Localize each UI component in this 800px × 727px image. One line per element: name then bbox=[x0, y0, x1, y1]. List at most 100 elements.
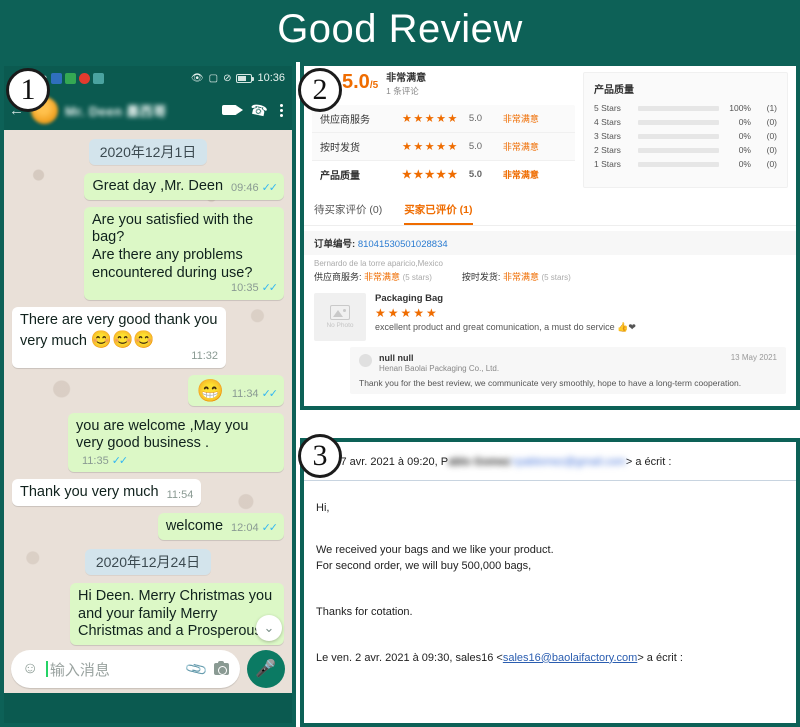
message-time: 12:04 bbox=[231, 522, 259, 535]
metric-name: 产品质量 bbox=[320, 171, 360, 182]
histogram-label: 2 Stars bbox=[594, 145, 621, 155]
order-number-label: 订单编号: bbox=[314, 239, 356, 250]
metric-value: 5.0 bbox=[468, 141, 483, 152]
rating-metric-row: 按时发货 ★★★★★ 5.0 非常满意 bbox=[312, 132, 575, 160]
histogram-track bbox=[638, 147, 719, 153]
overall-score-labels: 非常满意 1 条评论 bbox=[386, 72, 426, 97]
chat-bubble: Are you satisfied with the bag? Are ther… bbox=[84, 206, 284, 300]
supplier-company: Henan Baolai Packaging Co., Ltd. bbox=[379, 364, 500, 373]
histogram-percent: 100% bbox=[729, 103, 751, 113]
tab-pending-reviews[interactable]: 待买家评价 (0) bbox=[314, 204, 383, 216]
star-rating-icon: ★★★★★ bbox=[402, 141, 459, 153]
battery-icon bbox=[236, 73, 255, 83]
phone-call-icon[interactable]: ☎ bbox=[248, 99, 269, 120]
chat-messages: 2020年12月1日 Great day ,Mr. Deen 09:46 ✓✓ … bbox=[12, 137, 284, 645]
review-summary: 5.0/5 非常满意 1 条评论 供应商服务 ★★★★★ 5.0 非常满意 bbox=[304, 66, 796, 192]
histogram-row: 3 Stars 0% (0) bbox=[594, 131, 777, 141]
message-text: you are welcome ,May you very good busin… bbox=[76, 417, 249, 452]
rating-metric-row: 产品质量 ★★★★★ 5.0 非常满意 bbox=[312, 160, 575, 188]
email-thanks: Thanks for cotation. bbox=[316, 605, 413, 618]
app-icon-4 bbox=[92, 72, 104, 84]
chat-bubble: welcome 12:04 ✓✓ bbox=[157, 513, 284, 540]
attachment-icon[interactable]: 📎 bbox=[184, 657, 210, 682]
chat-bubble: There are very good thank you very much … bbox=[12, 306, 226, 368]
message-text: Hi Deen. Merry Christmas you and your fa… bbox=[78, 587, 273, 640]
smiling-face-emoji: 😊😊😊 bbox=[90, 329, 155, 349]
step-badge-2: 2 bbox=[298, 68, 342, 112]
overflow-menu-icon[interactable] bbox=[280, 103, 283, 117]
tab-completed-reviews[interactable]: 买家已评价 (1) bbox=[404, 202, 473, 225]
histogram-track bbox=[638, 161, 719, 167]
rating-metrics: 供应商服务 ★★★★★ 5.0 非常满意 按时发货 ★★★★★ 5.0 非常满意… bbox=[312, 105, 575, 188]
star-rating-icon: ★★★★★ bbox=[402, 169, 459, 181]
histogram-percent: 0% bbox=[738, 117, 751, 127]
email-quote-prefix: mer. 7 avr. 2021 à 09:20, P bbox=[316, 456, 449, 468]
date-separator: 2020年12月24日 bbox=[84, 548, 212, 575]
reviewed-product: No Photo Packaging Bag ★★★★★ excellent p… bbox=[304, 289, 796, 341]
histogram-row: 2 Stars 0% (0) bbox=[594, 145, 777, 155]
chat-thread[interactable]: 2020年12月1日 Great day ,Mr. Deen 09:46 ✓✓ … bbox=[4, 130, 292, 693]
star-rating-icon: ★★★★★ bbox=[402, 113, 459, 125]
sub-rating-note: (5 stars) bbox=[402, 273, 432, 282]
histogram-label: 5 Stars bbox=[594, 103, 621, 113]
message-meta: 11:54 bbox=[167, 489, 194, 502]
metric-tag: 非常满意 bbox=[502, 142, 539, 152]
supplier-avatar bbox=[359, 354, 372, 367]
overall-score-value: 5.0 bbox=[342, 71, 370, 93]
message-input-placeholder: 输入消息 bbox=[49, 661, 110, 679]
email-quote-suffix: > a écrit : bbox=[625, 456, 672, 468]
histogram-percent: 0% bbox=[738, 159, 751, 169]
scroll-to-bottom-icon[interactable]: ⌄ bbox=[256, 615, 282, 641]
message-input[interactable]: 输入消息 bbox=[46, 659, 179, 680]
rating-histogram: 产品质量 5 Stars 100% (1) 4 Stars 0% (0) 3 S… bbox=[583, 72, 788, 188]
email-sender-name: ablo Gomez bbox=[448, 456, 511, 468]
histogram-track bbox=[638, 119, 719, 125]
emoji-icon[interactable]: ☺ bbox=[22, 660, 39, 677]
voice-record-button[interactable]: 🎤 bbox=[247, 650, 285, 688]
message-text: Great day ,Mr. Deen bbox=[92, 178, 224, 194]
date-separator: 2020年12月1日 bbox=[88, 139, 208, 165]
contact-name[interactable]: Mr. Deen 墨西哥 bbox=[65, 103, 167, 119]
message-meta: 11:34 ✓✓ bbox=[232, 388, 278, 401]
composer-input-box[interactable]: ☺ 输入消息 📎 bbox=[11, 650, 240, 688]
histogram-row: 1 Stars 0% (0) bbox=[594, 159, 777, 169]
histogram-percent: 0% bbox=[738, 145, 751, 155]
supplier-identity: null null Henan Baolai Packaging Co., Lt… bbox=[379, 353, 499, 373]
email-line-2: For second order, we will buy 500,000 ba… bbox=[316, 559, 532, 572]
message-meta: 11:35 ✓✓ bbox=[82, 455, 128, 468]
app-icon-3 bbox=[78, 72, 90, 84]
message-text: There are very good thank you very much bbox=[20, 311, 218, 349]
histogram-label: 1 Stars bbox=[594, 159, 621, 169]
content-stage: ◓ 👁 ▢ ⊘ 10:36 ← Mr. Deen 墨西哥 ☎ bbox=[0, 62, 800, 727]
chat-bubble: you are welcome ,May you very good busin… bbox=[68, 412, 284, 473]
camera-icon[interactable] bbox=[214, 661, 229, 675]
email-link[interactable]: sales16@baolaifactory.com bbox=[502, 651, 638, 664]
overall-score: 5.0/5 bbox=[342, 72, 378, 92]
message-text: Are you satisfied with the bag? Are ther… bbox=[92, 211, 254, 281]
buyer-name: Bernardo de la torre aparicio,Mexico bbox=[314, 259, 443, 268]
product-name[interactable]: Packaging Bag bbox=[375, 293, 444, 304]
phone-status-bar: ◓ 👁 ▢ ⊘ 10:36 bbox=[4, 66, 292, 90]
email-sender-address[interactable]: <pablomez@gmail.com bbox=[510, 456, 626, 468]
sub-rating-key: 按时发货: bbox=[461, 272, 501, 282]
order-number-bar: 订单编号: 81041530501028834 bbox=[304, 231, 796, 255]
chat-bubble: Great day ,Mr. Deen 09:46 ✓✓ bbox=[84, 173, 284, 200]
email-greeting: Hi, bbox=[316, 502, 330, 514]
review-summary-left: 5.0/5 非常满意 1 条评论 供应商服务 ★★★★★ 5.0 非常满意 bbox=[312, 72, 575, 188]
order-number-value[interactable]: 81041530501028834 bbox=[357, 239, 448, 250]
step-badge-1: 1 bbox=[6, 68, 50, 112]
sub-rating-value: 非常满意 bbox=[364, 272, 401, 282]
message-time: 09:46 bbox=[231, 182, 259, 195]
order-sub-ratings: 供应商服务: 非常满意 (5 stars) 按时发货: 非常满意 (5 star… bbox=[304, 268, 796, 289]
metric-tag: 非常满意 bbox=[502, 170, 539, 180]
eye-icon: 👁 bbox=[190, 72, 204, 84]
chat-bubble: Thank you very much 11:54 bbox=[12, 479, 202, 507]
grinning-face-emoji: 😁 bbox=[196, 377, 224, 403]
overall-score-suffix: /5 bbox=[369, 80, 379, 91]
step-badge-3: 3 bbox=[298, 434, 342, 478]
video-call-icon[interactable] bbox=[221, 105, 243, 115]
image-placeholder-icon bbox=[330, 305, 350, 320]
reply-date: 13 May 2021 bbox=[730, 353, 777, 362]
